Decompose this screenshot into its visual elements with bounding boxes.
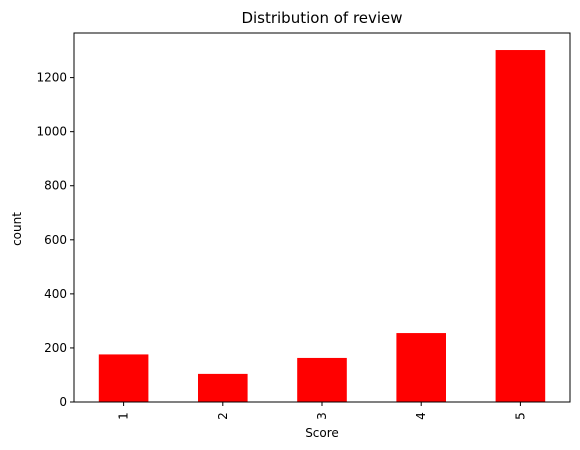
y-tick-label: 600 bbox=[44, 233, 67, 247]
y-tick-label: 200 bbox=[44, 341, 67, 355]
y-tick-label: 400 bbox=[44, 287, 67, 301]
x-tick-label: 3 bbox=[315, 412, 329, 420]
chart-title: Distribution of review bbox=[241, 9, 402, 27]
plot-frame bbox=[73, 32, 571, 403]
y-tick-label: 0 bbox=[59, 395, 67, 409]
x-tick-label: 4 bbox=[414, 412, 428, 420]
x-tick-label: 5 bbox=[513, 412, 527, 420]
y-tick-label: 1000 bbox=[36, 125, 67, 139]
bar-score-4 bbox=[396, 333, 446, 402]
bar-score-3 bbox=[297, 357, 347, 402]
y-axis-ticks: 0 200 400 600 800 1000 1200 bbox=[36, 71, 74, 409]
y-tick-label: 800 bbox=[44, 179, 67, 193]
bar-score-2 bbox=[198, 373, 248, 402]
y-tick-label: 1200 bbox=[36, 71, 67, 85]
x-tick-label: 1 bbox=[117, 412, 131, 420]
bars-group bbox=[98, 50, 546, 403]
x-axis-label: Score bbox=[305, 426, 339, 440]
x-tick-label: 2 bbox=[216, 412, 230, 420]
bar-score-5 bbox=[495, 50, 546, 403]
bar-score-1 bbox=[98, 354, 149, 402]
y-axis-label: count bbox=[10, 212, 24, 246]
x-axis-ticks: 1 2 3 4 5 bbox=[117, 402, 527, 420]
